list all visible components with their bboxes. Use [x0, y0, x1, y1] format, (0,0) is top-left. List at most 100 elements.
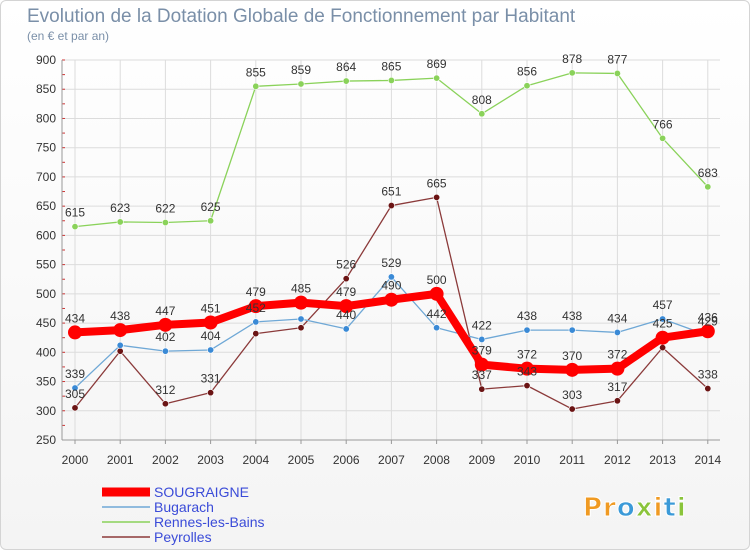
data-labels: 615 623 622 625 855 859 864 865 869 808 856 878 877 7…: [65, 52, 718, 402]
y-tick-label: 850: [36, 82, 56, 96]
data-point: [342, 77, 350, 85]
y-tick-label: 450: [36, 316, 56, 330]
data-point: [68, 325, 82, 340]
data-label: 856: [517, 65, 537, 79]
chart-subtitle: (en € et par an): [27, 29, 109, 43]
y-tick-label: 650: [36, 199, 56, 213]
x-tick-label: 2005: [288, 453, 315, 467]
data-point: [248, 299, 263, 314]
data-point: [520, 361, 534, 376]
data-label: 485: [291, 282, 311, 296]
data-label: 526: [336, 258, 356, 272]
x-tick-label: 2006: [333, 453, 360, 467]
data-point: [433, 193, 441, 201]
data-label: 434: [607, 311, 627, 325]
data-label: 651: [381, 185, 401, 199]
data-point: [568, 326, 576, 334]
legend: SOUGRAIGNEBugarachRennes-les-BainsPeyrol…: [102, 484, 265, 545]
data-point: [613, 69, 621, 77]
data-label: 529: [381, 256, 401, 270]
data-point: [207, 346, 215, 354]
data-point: [478, 385, 486, 393]
data-label: 665: [427, 176, 447, 190]
data-point: [71, 384, 79, 392]
data-label: 479: [336, 285, 356, 299]
data-label: 808: [472, 93, 492, 107]
data-point: [252, 82, 260, 90]
data-point: [203, 315, 218, 330]
data-label: 402: [155, 330, 175, 344]
data-label: 490: [381, 279, 401, 293]
data-point: [568, 69, 576, 77]
data-label: 869: [427, 57, 447, 71]
data-label: 312: [155, 383, 175, 397]
chart-title: Evolution de la Dotation Globale de Fonc…: [27, 6, 576, 27]
proxiti-logo: Proxiti: [583, 493, 687, 524]
data-label: 425: [653, 317, 673, 331]
data-point: [116, 347, 124, 355]
data-label: 877: [607, 52, 627, 66]
data-label: 339: [65, 367, 85, 381]
data-label: 865: [381, 59, 401, 73]
data-point: [565, 362, 580, 377]
x-tick-label: 2000: [62, 453, 89, 467]
data-point: [704, 183, 712, 191]
data-point: [297, 324, 305, 332]
data-label: 622: [155, 202, 175, 216]
data-point: [71, 404, 79, 412]
data-point: [158, 317, 173, 332]
data-point: [429, 286, 444, 301]
data-label: 878: [562, 52, 582, 66]
y-tick-label: 500: [36, 287, 56, 301]
data-label: 438: [110, 309, 130, 323]
x-tick-label: 2003: [197, 453, 224, 467]
data-label: 331: [201, 372, 221, 386]
data-label: 372: [517, 348, 537, 362]
data-point: [161, 219, 169, 227]
data-point: [207, 389, 215, 397]
y-tick-label: 400: [36, 345, 56, 359]
y-tick-label: 600: [36, 228, 56, 242]
data-label: 379: [472, 344, 492, 358]
data-point: [297, 315, 305, 323]
data-label: 615: [65, 206, 85, 220]
x-tick-label: 2011: [559, 453, 585, 467]
data-label: 404: [201, 329, 221, 343]
data-label: 500: [427, 273, 447, 287]
y-tick-label: 700: [36, 170, 56, 184]
data-label: 623: [110, 201, 130, 215]
logo-part: i: [654, 493, 664, 523]
data-label: 683: [698, 166, 718, 180]
data-point: [433, 74, 441, 82]
data-label: 343: [517, 365, 537, 379]
data-label: 859: [291, 63, 311, 77]
data-point: [613, 397, 621, 405]
data-point: [387, 273, 395, 281]
x-tick-label: 2014: [694, 453, 721, 467]
data-point: [342, 325, 350, 333]
data-label: 447: [155, 304, 175, 318]
data-point: [659, 315, 667, 323]
logo-part: i: [677, 493, 687, 523]
x-tick-label: 2007: [378, 453, 405, 467]
data-label: 372: [607, 348, 627, 362]
data-point: [116, 218, 124, 226]
data-point: [71, 223, 79, 231]
data-label: 625: [201, 200, 221, 214]
data-label: 855: [246, 65, 266, 79]
data-point: [297, 80, 305, 88]
logo-part: x: [636, 493, 654, 523]
y-tick-label: 750: [36, 141, 56, 155]
svg-text:Proxiti: Proxiti: [583, 493, 687, 523]
data-label: 422: [472, 318, 492, 332]
data-point: [161, 347, 169, 355]
data-point: [523, 326, 531, 334]
x-tick-label: 2012: [604, 453, 631, 467]
data-point: [113, 323, 128, 338]
y-tick-label: 250: [36, 433, 56, 447]
legend-label: Bugarach: [154, 499, 214, 515]
data-point: [474, 357, 489, 372]
data-point: [704, 385, 712, 393]
